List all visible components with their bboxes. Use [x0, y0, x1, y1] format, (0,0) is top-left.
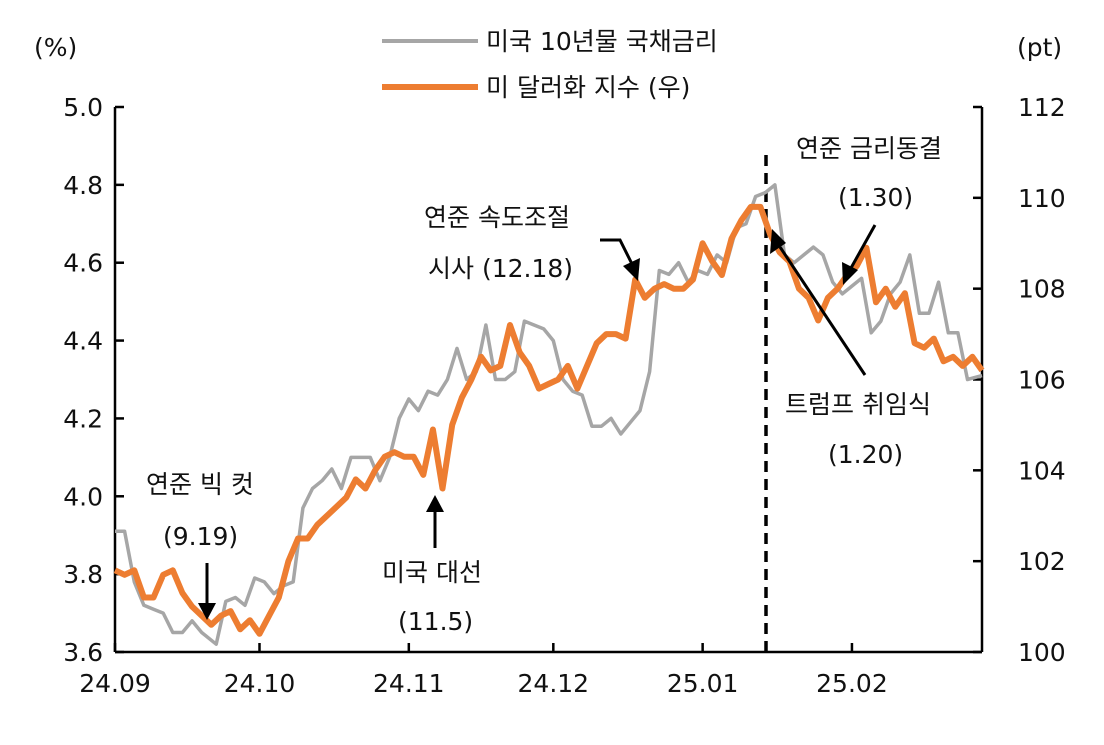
right-tick-label: 108: [1018, 275, 1066, 304]
left-tick-label: 4.4: [63, 327, 103, 356]
annotation-label: (1.30): [838, 183, 913, 212]
left-axis-ticks: 5.0 4.8 4.6 4.4 4.2 4.0 3.8 3.6: [63, 93, 124, 667]
right-tick-label: 112: [1018, 93, 1066, 122]
left-tick-label: 4.8: [63, 171, 103, 200]
series-line-dxy: [113, 203, 985, 637]
annotation-arrow: [600, 238, 634, 265]
legend: 미국 10년물 국채금리 미 달러화 지수 (우): [382, 27, 718, 102]
annotation-label: 연준 속도조절: [424, 203, 570, 232]
annotation-arrow: [849, 224, 877, 269]
annotation-label: 연준 빅 컷: [146, 470, 254, 499]
annotation-label: 연준 금리동결: [796, 134, 942, 163]
annotation-label: 미국 대선: [382, 558, 482, 587]
right-axis-unit: (pt): [1017, 33, 1062, 62]
left-tick-label: 3.6: [63, 638, 103, 667]
annotation-label: (9.19): [163, 522, 238, 551]
annotation-fed-big-cut: 연준 빅 컷 (9.19): [146, 470, 254, 620]
left-tick-label: 4.6: [63, 249, 103, 278]
left-tick-label: 4.0: [63, 482, 103, 511]
annotation-label: (1.20): [828, 440, 903, 469]
annotation-trump-inauguration: 트럼프 취임식 (1.20): [770, 229, 931, 469]
annotation-arrowhead: [842, 262, 858, 285]
series-line-us10y: [115, 183, 983, 646]
x-tick-label: 24.12: [518, 669, 590, 698]
annotation-fed-slowdown: 연준 속도조절 시사 (12.18): [424, 203, 640, 283]
x-tick-label: 25.01: [667, 669, 739, 698]
right-tick-label: 104: [1018, 456, 1066, 485]
annotation-label: (11.5): [398, 607, 473, 636]
annotation-fed-hold: 연준 금리동결 (1.30): [796, 134, 942, 285]
annotation-arrowhead: [623, 258, 640, 281]
left-tick-label: 4.2: [63, 404, 103, 433]
right-tick-label: 100: [1018, 638, 1066, 667]
left-tick-label: 5.0: [63, 93, 103, 122]
annotation-arrow: [778, 246, 867, 376]
left-tick-label: 3.8: [63, 560, 103, 589]
left-axis-unit: (%): [34, 33, 77, 62]
annotation-us-election: 미국 대선 (11.5): [382, 495, 482, 636]
right-tick-label: 110: [1018, 184, 1066, 213]
annotation-arrowhead: [198, 603, 216, 620]
right-axis-ticks: 112 110 108 106 104 102 100: [973, 93, 1066, 667]
right-tick-label: 102: [1018, 547, 1066, 576]
x-tick-label: 24.11: [373, 669, 445, 698]
legend-label-dxy: 미 달러화 지수 (우): [486, 73, 690, 102]
legend-label-us10y: 미국 10년물 국채금리: [486, 27, 718, 56]
x-tick-label: 24.09: [79, 669, 151, 698]
annotation-arrowhead: [426, 495, 444, 512]
x-tick-label: 25.02: [816, 669, 888, 698]
annotation-label: 시사 (12.18): [428, 254, 573, 283]
x-tick-label: 24.10: [224, 669, 296, 698]
annotation-arrowhead: [770, 229, 786, 254]
x-axis-ticks: 24.09 24.10 24.11 24.12 25.01 25.02: [79, 643, 888, 698]
right-tick-label: 106: [1018, 366, 1066, 395]
annotation-label: 트럼프 취임식: [785, 390, 931, 419]
